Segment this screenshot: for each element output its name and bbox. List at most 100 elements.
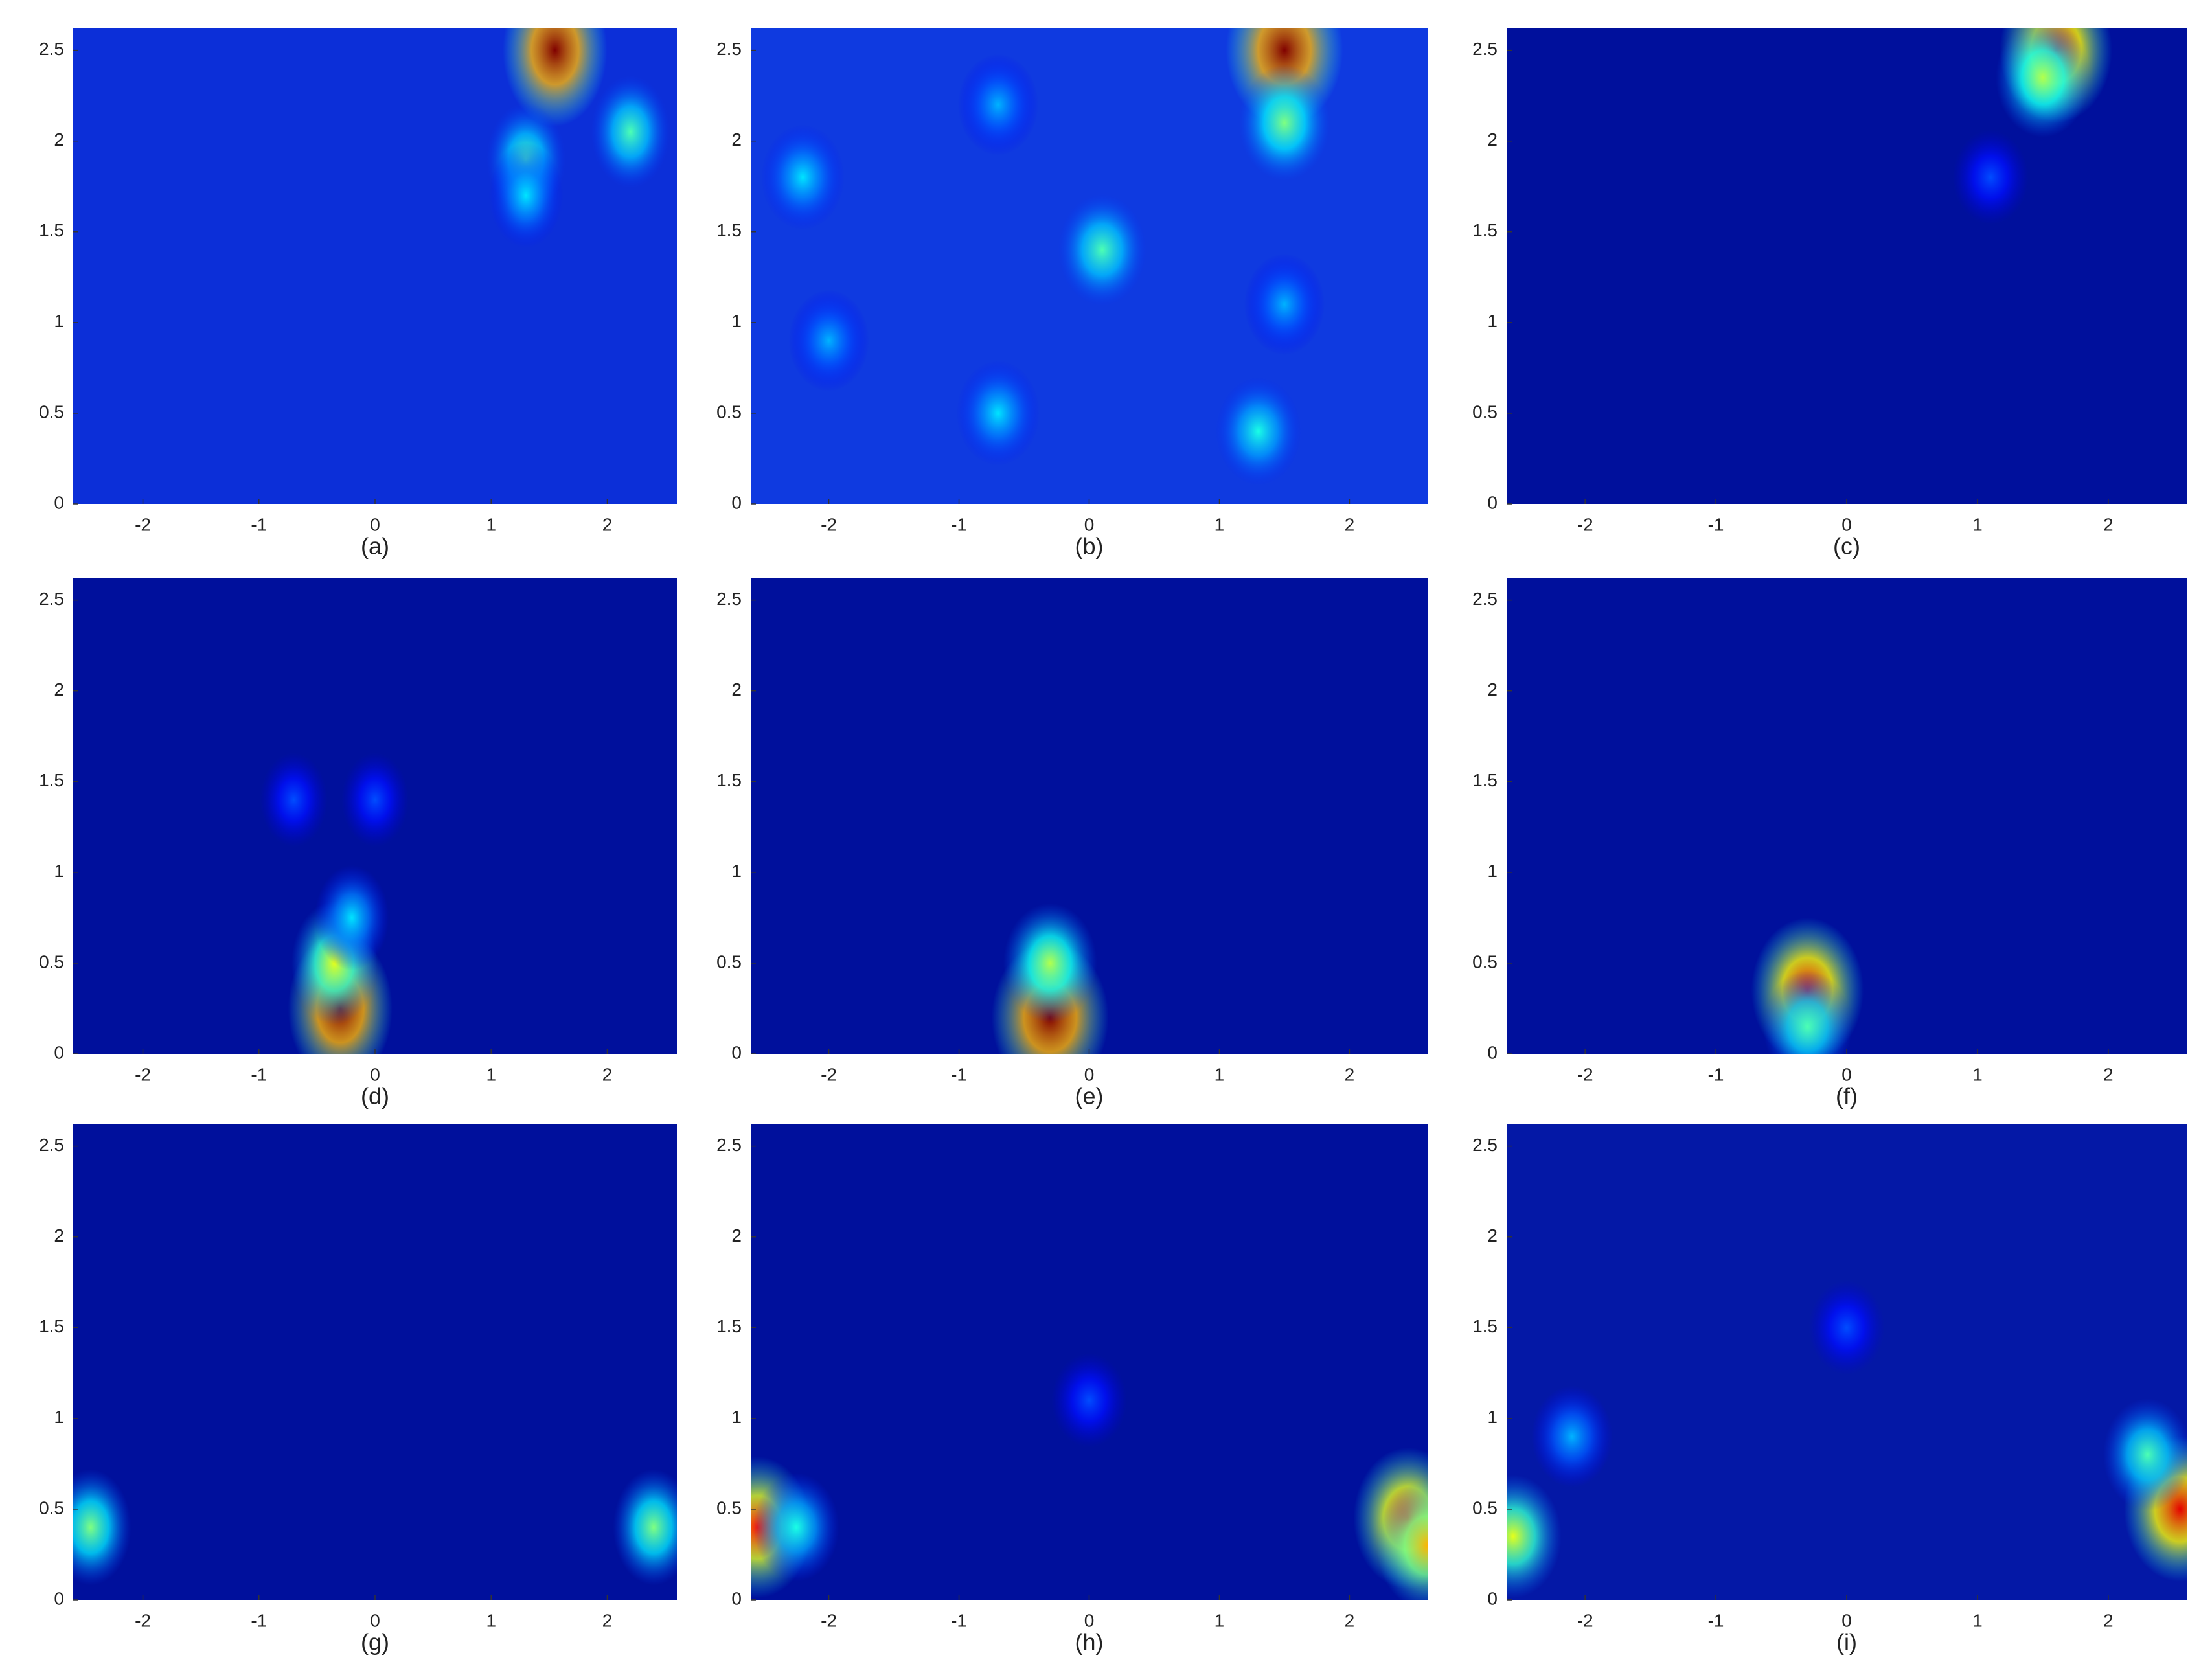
panel-caption: (g) bbox=[361, 1629, 389, 1656]
panel: -2 -1 0 1 2 0 0.5 1 1.5 2 2.5 (f) bbox=[1472, 578, 2187, 1110]
y-tick-label: 1 bbox=[731, 1407, 742, 1427]
x-tick-label: 0 bbox=[370, 1610, 380, 1630]
y-tick-label: 1.5 bbox=[1472, 220, 1498, 240]
x-tick-label: -1 bbox=[1708, 514, 1724, 534]
x-tick-label: 2 bbox=[602, 1064, 613, 1084]
y-tick-label: 2 bbox=[731, 130, 742, 150]
y-tick-label: 1.5 bbox=[716, 1316, 742, 1336]
y-tick-label: 2 bbox=[731, 679, 742, 700]
heat-spot bbox=[2103, 1398, 2187, 1511]
y-tick-label: 2 bbox=[54, 679, 64, 700]
x-tick-label: 2 bbox=[602, 1610, 613, 1630]
x-tick-label: -2 bbox=[821, 1610, 837, 1630]
x-tick-label: -1 bbox=[1708, 1064, 1724, 1084]
y-tick-label: 1 bbox=[54, 1407, 64, 1427]
x-tick-label: 1 bbox=[486, 514, 496, 534]
x-tick-label: 0 bbox=[1841, 1610, 1852, 1630]
x-tick-label: 0 bbox=[370, 1064, 380, 1084]
x-tick-label: 1 bbox=[1214, 1610, 1225, 1630]
heat-spot bbox=[341, 752, 409, 847]
y-tick-label: 2 bbox=[54, 1225, 64, 1246]
y-tick-label: 1.5 bbox=[716, 220, 742, 240]
y-tick-label: 2.5 bbox=[716, 589, 742, 609]
y-tick-label: 2.5 bbox=[1472, 39, 1498, 59]
panel: -2 -1 0 1 2 0 0.5 1 1.5 2 2.5 (b) bbox=[716, 28, 1428, 560]
y-tick-label: 0 bbox=[1487, 1588, 1498, 1608]
y-tick-label: 0.5 bbox=[1472, 1498, 1498, 1518]
plot-background bbox=[73, 1124, 677, 1600]
y-tick-label: 0.5 bbox=[1472, 402, 1498, 422]
heat-spot bbox=[956, 360, 1040, 466]
heat-spot bbox=[314, 865, 389, 971]
y-tick-label: 0.5 bbox=[716, 1498, 742, 1518]
heat-spot bbox=[761, 124, 845, 230]
x-tick-label: -2 bbox=[1577, 1610, 1593, 1630]
panel-caption: (d) bbox=[361, 1083, 389, 1110]
heat-spot bbox=[503, 28, 608, 127]
y-tick-label: 2 bbox=[1487, 679, 1498, 700]
x-tick-label: 2 bbox=[602, 514, 613, 534]
y-tick-label: 2.5 bbox=[1472, 589, 1498, 609]
x-tick-label: -2 bbox=[821, 514, 837, 534]
heat-layer bbox=[991, 903, 1109, 1054]
y-tick-label: 0.5 bbox=[39, 951, 64, 972]
y-tick-label: 2.5 bbox=[39, 589, 64, 609]
y-tick-label: 0 bbox=[1487, 492, 1498, 512]
y-tick-label: 0 bbox=[54, 492, 64, 512]
y-tick-label: 1 bbox=[1487, 861, 1498, 881]
heat-layer bbox=[486, 28, 670, 248]
panel: -2 -1 0 1 2 0 0.5 1 1.5 2 2.5 (g) bbox=[39, 1124, 677, 1656]
x-tick-label: 2 bbox=[1345, 1610, 1355, 1630]
x-tick-label: 2 bbox=[1345, 514, 1355, 534]
y-tick-label: 0.5 bbox=[39, 1498, 64, 1518]
y-tick-label: 2 bbox=[1487, 130, 1498, 150]
heat-spot bbox=[591, 75, 670, 188]
heat-spot bbox=[260, 752, 328, 847]
x-tick-label: 0 bbox=[370, 514, 380, 534]
heat-spot bbox=[1003, 903, 1097, 1023]
y-tick-label: 2 bbox=[1487, 1225, 1498, 1246]
x-tick-label: -2 bbox=[135, 1064, 151, 1084]
x-tick-label: 1 bbox=[486, 1064, 496, 1084]
y-tick-label: 1 bbox=[731, 861, 742, 881]
y-tick-label: 1.5 bbox=[39, 220, 64, 240]
y-tick-label: 1 bbox=[1487, 311, 1498, 331]
x-tick-label: 2 bbox=[1345, 1064, 1355, 1084]
panel: -2 -1 0 1 2 0 0.5 1 1.5 2 2.5 (i) bbox=[1472, 1124, 2187, 1656]
x-tick-label: 1 bbox=[486, 1610, 496, 1630]
x-tick-label: -2 bbox=[1577, 1064, 1593, 1084]
panel-caption: (h) bbox=[1075, 1629, 1104, 1656]
panel-caption: (b) bbox=[1075, 533, 1104, 560]
panel: -2 -1 0 1 2 0 0.5 1 1.5 2 2.5 (d) bbox=[39, 578, 677, 1110]
heat-layer bbox=[73, 1469, 677, 1586]
heat-spot bbox=[753, 1472, 839, 1582]
x-tick-label: -2 bbox=[821, 1064, 837, 1084]
x-tick-label: 2 bbox=[2103, 514, 2114, 534]
x-tick-label: 0 bbox=[1084, 514, 1095, 534]
x-tick-label: 0 bbox=[1841, 1064, 1852, 1084]
x-tick-label: 1 bbox=[1972, 1610, 1983, 1630]
panel-caption: (e) bbox=[1075, 1083, 1104, 1110]
x-tick-label: -1 bbox=[951, 1064, 967, 1084]
x-tick-label: 1 bbox=[1972, 1064, 1983, 1084]
y-tick-label: 1 bbox=[1487, 1407, 1498, 1427]
heat-spot bbox=[1952, 130, 2029, 225]
y-tick-label: 0.5 bbox=[716, 951, 742, 972]
heat-spot bbox=[1808, 1280, 1885, 1375]
y-tick-label: 1.5 bbox=[39, 1316, 64, 1336]
panel-caption: (c) bbox=[1833, 533, 1860, 560]
x-tick-label: 2 bbox=[2103, 1064, 2114, 1084]
y-tick-label: 0.5 bbox=[39, 402, 64, 422]
y-tick-label: 2 bbox=[54, 130, 64, 150]
heat-layer bbox=[1952, 28, 2112, 225]
heat-spot bbox=[1762, 970, 1853, 1054]
heat-spot bbox=[73, 1469, 131, 1586]
heat-spot bbox=[1244, 253, 1325, 356]
heat-spot bbox=[1215, 376, 1302, 486]
y-tick-label: 0 bbox=[731, 1588, 742, 1608]
y-tick-label: 0 bbox=[54, 1588, 64, 1608]
heat-spot bbox=[1238, 65, 1330, 181]
y-tick-label: 0.5 bbox=[716, 402, 742, 422]
x-tick-label: -1 bbox=[251, 1610, 267, 1630]
heat-spot bbox=[1531, 1385, 1613, 1488]
